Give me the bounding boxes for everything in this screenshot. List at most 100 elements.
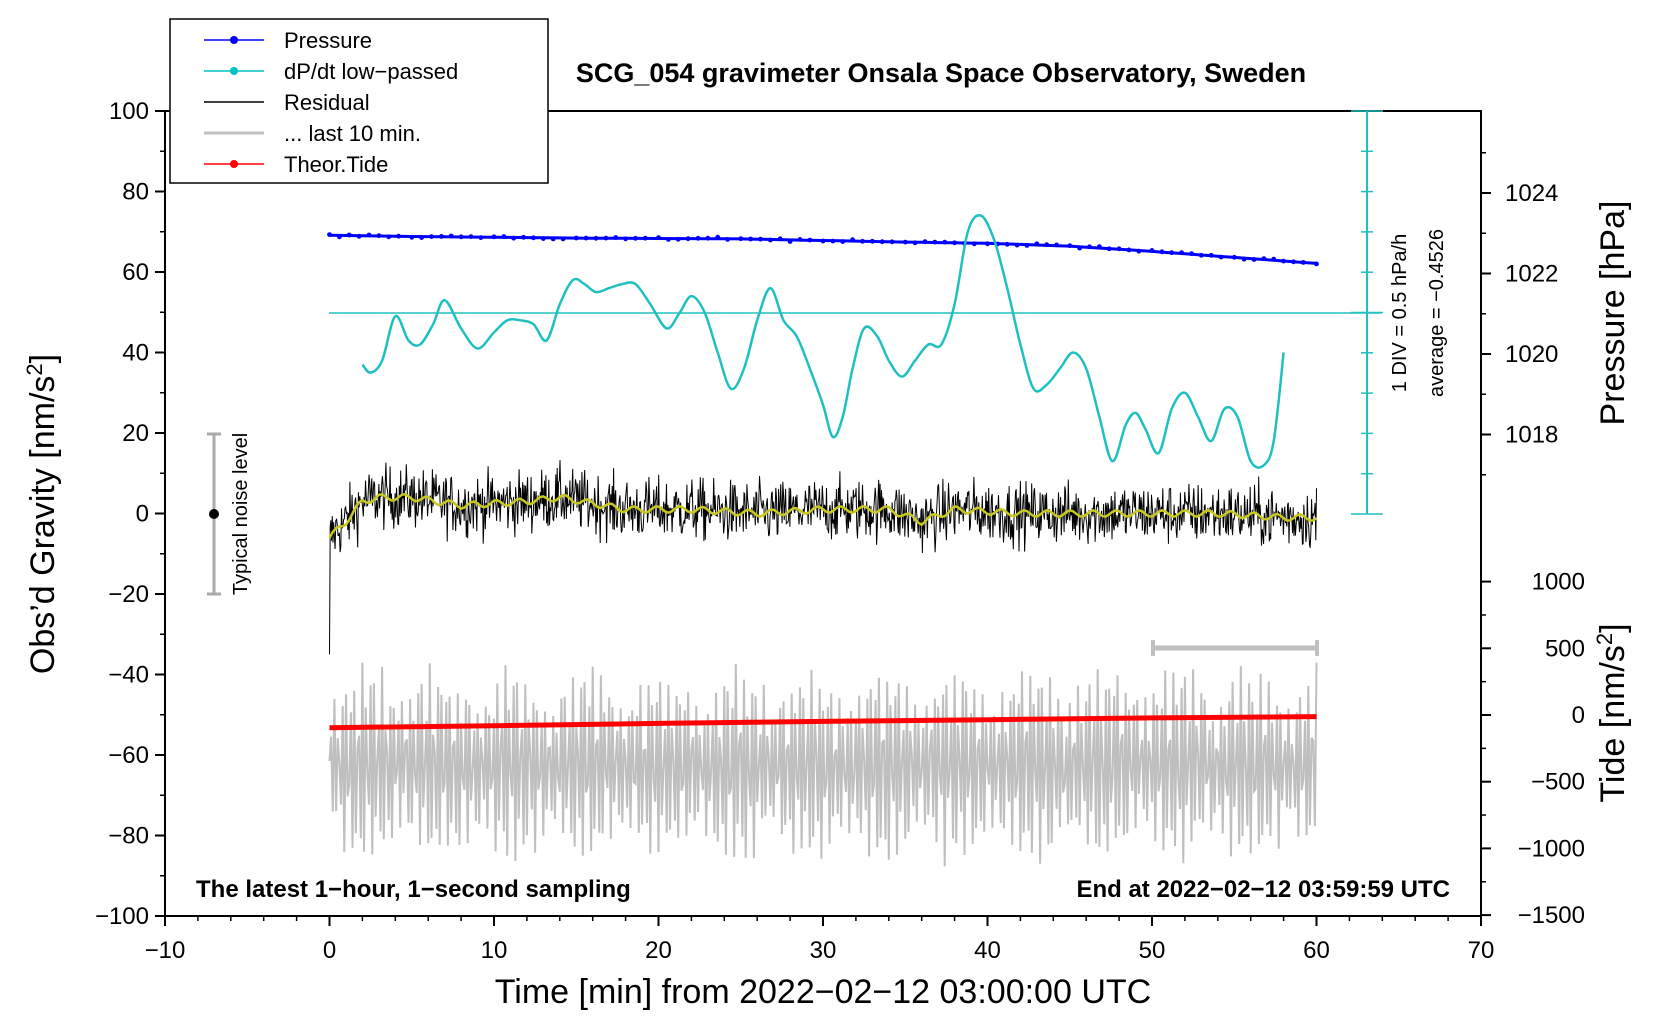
pressure-point [685,236,691,242]
y-tick-label: −40 [108,662,149,689]
pressure-point [1241,256,1247,262]
pressure-point [439,234,444,239]
pressure-point [971,241,977,247]
x-tick-label: 50 [1139,937,1166,964]
pressure-point [521,234,526,240]
pressure-point [695,235,701,241]
tide-tick-label: −1500 [1518,902,1585,929]
noise-level-label: Typical noise level [230,433,252,595]
pressure-point [409,234,415,240]
pressure-point [1314,261,1319,267]
pressure-tick-label: 1022 [1505,261,1558,288]
pressure-point [758,236,763,242]
pressure-point [511,235,517,241]
theoretical-tide-series [329,714,1317,731]
pressure-point [478,235,484,241]
x-tick-label: 70 [1468,937,1495,964]
pressure-point [985,241,990,247]
pressure-point [1169,250,1175,256]
left-y-axis-title: Obs’d Gravity [nm/s2] [22,354,62,674]
legend: Pressure dP/dt low−passed Residual ... last… [169,18,549,184]
tide-tick-label: −500 [1531,769,1585,796]
pressure-point [1251,257,1257,262]
pressure-point [768,237,773,243]
pressure-point [1179,250,1184,256]
dpdt-scale-bar [1351,110,1383,515]
x-tick-label: 60 [1303,937,1330,964]
pressure-point [715,234,721,240]
pressure-point [448,233,454,239]
y-tick-label: 20 [122,420,149,447]
x-tick-label: −10 [145,937,186,964]
pressure-point [1077,245,1082,251]
pressure-axis-title: Pressure [hPa] [1594,201,1632,426]
pressure-point [356,233,362,239]
end-time-note: End at 2022−02−12 03:59:59 UTC [1076,876,1450,903]
pressure-point [1014,242,1020,248]
pressure-point [1261,256,1267,261]
pressure-point [1231,254,1237,260]
pressure-point [1189,251,1194,256]
pressure-point [889,239,895,245]
pressure-point [540,236,546,242]
pressure-point [623,236,628,242]
pressure-point [820,238,826,244]
tide-axis-ticks: 1000 500 0 −500 −1000 −1500 [1481,569,1585,929]
pressure-point [429,234,434,240]
pressure-point [952,240,957,246]
chart-title: SCG_054 gravimeter Onsala Space Observat… [576,58,1306,88]
pressure-point [1149,248,1155,253]
pressure-point [656,235,661,241]
y-tick-label: 0 [136,501,149,528]
pressure-point [583,235,589,241]
y-tick-label: −60 [108,742,149,769]
y-tick-label: 100 [109,98,149,125]
x-tick-label: 20 [645,937,672,964]
pressure-point [642,235,648,241]
pressure-point [1291,259,1296,265]
dpdt-line [361,214,1285,469]
pressure-point [458,234,464,240]
pressure-point [1300,260,1306,265]
pressure-point [491,234,497,240]
y-tick-label: −80 [108,823,149,850]
tide-line [329,714,1317,731]
pressure-point [1136,248,1142,254]
pressure-point [1044,242,1050,248]
pressure-point [501,234,507,239]
dpdt-scale-label: 1 DIV = 0.5 hPa/h [1389,234,1411,392]
pressure-point [366,232,372,238]
tide-tick-label: 0 [1572,702,1585,729]
pressure-point [593,235,599,241]
pressure-point [1159,249,1165,255]
left-y-axis-ticks: 100 80 60 40 20 0 −20 −40 −60 −80 −100 [95,98,165,930]
pressure-point [1198,252,1204,258]
pressure-point [346,232,352,238]
tide-tick-label: 1000 [1532,569,1585,596]
tide-tick-label: 500 [1545,635,1585,662]
pressure-point [633,235,638,241]
pressure-point [807,237,813,243]
tide-tick-label: −1000 [1518,835,1585,862]
noise-level-bar [207,432,221,596]
pressure-point [468,234,474,240]
sampling-note: The latest 1−hour, 1−second sampling [196,876,631,903]
pressure-point [1034,241,1040,247]
residual-line [329,460,1317,655]
y-tick-label: 80 [122,179,149,206]
pressure-point [337,234,342,240]
pressure-point [879,239,885,245]
pressure-point [419,235,424,241]
pressure-point [840,239,846,245]
pressure-point [613,235,619,240]
pressure-series [327,232,1319,267]
dpdt-average-label: average = −0.4526 [1426,229,1448,397]
pressure-axis-ticks: 1024 1022 1020 1018 [1481,152,1558,476]
pressure-point [748,236,753,242]
pressure-point [932,239,938,245]
pressure-point [860,238,865,244]
x-tick-label: 10 [481,937,508,964]
pressure-point [603,235,609,241]
x-tick-label: 0 [323,937,336,964]
x-tick-label: 30 [810,937,837,964]
